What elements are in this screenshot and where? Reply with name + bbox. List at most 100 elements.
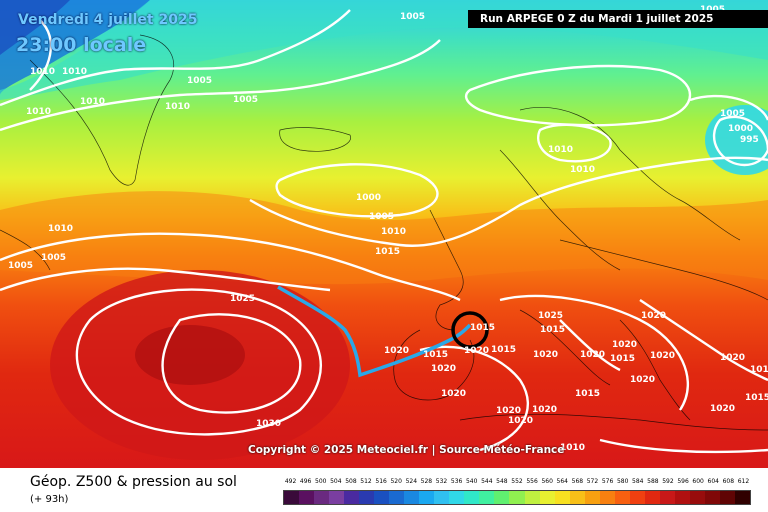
isobar-label: 1000: [728, 124, 753, 134]
legend-swatch: [644, 491, 660, 504]
isobar-label: 1010: [48, 224, 73, 234]
isobar-label: 1020: [710, 404, 735, 414]
forecast-date: Vendredi 4 juillet 2025: [18, 12, 198, 28]
legend-swatch: [554, 491, 570, 504]
legend-color-bar: [283, 490, 751, 505]
isobar-lines: [0, 9, 768, 454]
legend-tick-label: 528: [420, 478, 433, 485]
isobar-label: 1005: [720, 109, 745, 119]
legend-tick-label: 580: [616, 478, 629, 485]
isobar-label: 1010: [30, 67, 55, 77]
legend-tick-label: 552: [511, 478, 523, 485]
isobar-label: 1015: [575, 389, 600, 399]
isobar-label: 1005: [41, 253, 66, 263]
legend-swatch: [614, 491, 630, 504]
legend-tick-label: 504: [330, 478, 342, 485]
legend-swatch: [419, 491, 435, 504]
isobar-label: 1020: [464, 346, 489, 356]
target-circle: [451, 311, 489, 349]
legend-tick-label: 560: [541, 478, 553, 485]
legend-tick-label: 496: [299, 478, 312, 485]
legend-tick-label: 568: [571, 478, 584, 485]
legend-swatch: [284, 491, 300, 504]
legend-swatch: [719, 491, 735, 504]
isobar-label: 1030: [256, 419, 281, 429]
isobar-label: 1020: [720, 353, 745, 363]
legend-tick-label: 536: [450, 478, 463, 485]
isobar-label: 1015: [375, 247, 400, 257]
legend-swatch: [524, 491, 540, 504]
legend-swatch: [584, 491, 600, 504]
forecast-hour: (+ 93h): [30, 494, 69, 505]
legend-swatch: [704, 491, 720, 504]
isobar-label: 1005: [233, 95, 258, 105]
geopotential-map: 1005 1010 1010 1010 1010 1005 1010 1005 1000 1005…: [0, 0, 768, 468]
legend-tick-label: 600: [692, 478, 704, 485]
isobar-label: 1020: [496, 406, 521, 416]
legend-swatch: [389, 491, 405, 504]
legend-tick-label: 588: [647, 478, 659, 485]
isobar-label: 1005: [400, 12, 425, 22]
isobar-label: 995: [740, 135, 759, 145]
isobar-label: 1020: [580, 350, 605, 360]
legend-tick-label: 556: [526, 478, 538, 485]
legend-tick-label: 544: [481, 478, 493, 485]
legend-tick-label: 596: [677, 478, 689, 485]
legend-tick-labels: 492 496 500 504 508 512 516 520 524 528 532 536 540 5…: [283, 478, 751, 488]
legend-swatch: [674, 491, 690, 504]
legend-tick-label: 612: [737, 478, 750, 485]
color-scale-legend: 492 496 500 504 508 512 516 520 524 528 532 536 540 5…: [283, 478, 751, 506]
legend-swatch: [434, 491, 450, 504]
isobar-label: 1010: [26, 107, 51, 117]
legend-tick-label: 532: [435, 478, 448, 485]
isobar-label: 1020: [630, 375, 655, 385]
legend-swatch: [374, 491, 390, 504]
legend-tick-label: 572: [586, 478, 599, 485]
legend-tick-label: 524: [405, 478, 418, 485]
legend-swatch: [464, 491, 480, 504]
isobar-label: 1020: [641, 311, 666, 321]
legend-tick-label: 564: [556, 478, 568, 485]
legend-swatch: [449, 491, 465, 504]
isobar-label: 1010: [165, 102, 190, 112]
isobar-label: 1015: [423, 350, 448, 360]
map-title: Géop. Z500 & pression au sol: [30, 474, 237, 490]
isobar-label: 1015: [750, 365, 768, 375]
legend-swatch: [569, 491, 585, 504]
legend-tick-label: 540: [465, 478, 478, 485]
isobar-label: 1015: [745, 393, 768, 403]
legend-swatch: [479, 491, 495, 504]
legend-tick-label: 508: [345, 478, 357, 485]
isobar-label: 1025: [538, 311, 563, 321]
isobar-label: 1010: [381, 227, 406, 237]
legend-swatch: [359, 491, 375, 504]
legend-tick-label: 500: [315, 478, 327, 485]
legend-tick-label: 512: [360, 478, 372, 485]
isobar-label: 1010: [570, 165, 595, 175]
isobar-label: 1020: [533, 350, 558, 360]
isobar-label: 1020: [431, 364, 456, 374]
isobar-label: 1010: [548, 145, 573, 155]
isobar-label: 1010: [80, 97, 105, 107]
legend-swatch: [734, 491, 750, 504]
isobar-label: 1020: [441, 389, 466, 399]
legend-swatch: [494, 491, 510, 504]
legend-swatch: [629, 491, 645, 504]
legend-swatch: [404, 491, 420, 504]
isobar-labels: 1005 1010 1010 1010 1010 1005 1010 1005 1000 1005…: [8, 5, 768, 453]
isobar-label: 1015: [470, 323, 495, 333]
high-zone-core: [135, 325, 245, 385]
legend-swatch: [599, 491, 615, 504]
legend-swatch: [299, 491, 315, 504]
legend-swatch: [509, 491, 525, 504]
forecast-time: 23:00 locale: [16, 34, 147, 56]
isobar-label: 1010: [560, 443, 585, 453]
legend-swatch: [314, 491, 330, 504]
isobar-label: 1005: [187, 76, 212, 86]
isobar-label: 1020: [508, 416, 533, 426]
legend-swatch: [689, 491, 705, 504]
legend-swatch: [659, 491, 675, 504]
isobar-label: 1005: [8, 261, 33, 271]
legend-tick-label: 492: [284, 478, 297, 485]
low-zone-nw-inner: [0, 0, 70, 55]
